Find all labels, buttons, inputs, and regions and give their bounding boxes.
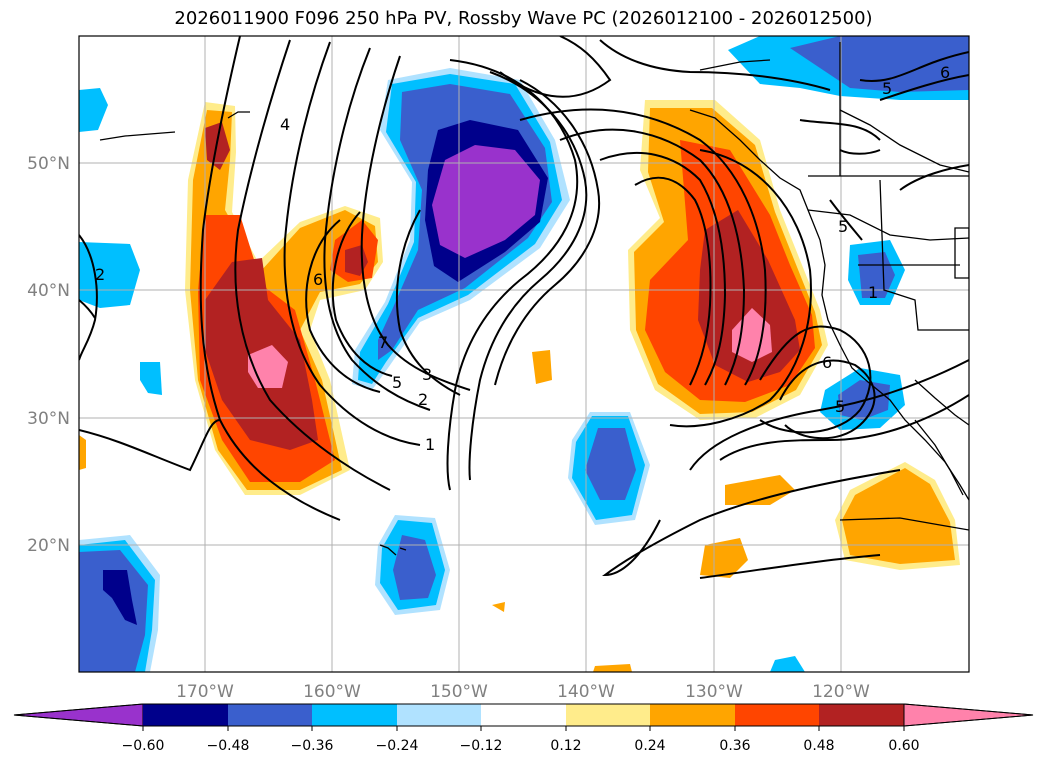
fill-west-firebrick3 xyxy=(205,122,230,170)
fill-bottom-orange xyxy=(593,664,632,672)
colorbar-tick-marks xyxy=(142,726,905,731)
lat-label-40n: 40°N xyxy=(27,281,70,301)
chart-title: 2026011900 F096 250 hPa PV, Rossby Wave … xyxy=(174,8,873,29)
colorbar-tick-label: 0.36 xyxy=(719,738,750,754)
contour-label: 5 xyxy=(835,397,845,416)
contour-label: 5 xyxy=(392,373,402,392)
colorbar: −0.60 −0.48 −0.36 −0.24 −0.12 0.12 0.24 … xyxy=(13,703,1034,754)
pv-anomaly-fills xyxy=(79,36,969,672)
colorbar-segment xyxy=(481,704,566,726)
lon-label-160w: 160°W xyxy=(303,682,361,702)
lon-label-120w: 120°W xyxy=(812,682,870,702)
lat-label-30n: 30°N xyxy=(27,409,70,429)
contour-label: 4 xyxy=(280,115,290,134)
colorbar-segment xyxy=(819,704,904,726)
fill-small-orange xyxy=(700,538,748,578)
colorbar-segment xyxy=(397,704,481,726)
pv-contours xyxy=(79,36,969,579)
colorbar-tick-label: 0.24 xyxy=(634,738,665,754)
contour-label: 5 xyxy=(882,79,892,98)
colorbar-segment xyxy=(735,704,819,726)
longitude-labels: 170°W 160°W 150°W 140°W 130°W 120°W xyxy=(176,682,870,702)
fill-hawaii-royal xyxy=(393,535,436,600)
fill-small-sky xyxy=(140,362,162,395)
contour-labels: 4 2 6 7 5 3 2 1 1 6 5 5 6 5 xyxy=(95,63,950,454)
colorbar-arrow-right xyxy=(903,703,1034,727)
colorbar-tick-label: 0.48 xyxy=(803,738,834,754)
lon-label-170w: 170°W xyxy=(176,682,234,702)
contour-label: 7 xyxy=(378,333,388,352)
fill-w-sky xyxy=(79,242,140,308)
fill-nw-sky xyxy=(79,88,108,132)
contour-label: 6 xyxy=(313,270,323,289)
contour-label: 1 xyxy=(425,435,435,454)
colorbar-tick-label: −0.60 xyxy=(122,738,165,754)
colorbar-segment xyxy=(228,704,312,726)
contour-label: 2 xyxy=(95,265,105,284)
fill-coast-royal xyxy=(858,252,895,298)
latitude-labels: 50°N 40°N 30°N 20°N xyxy=(27,154,70,556)
lat-label-20n: 20°N xyxy=(27,536,70,556)
colorbar-tick-label: 0.12 xyxy=(550,738,581,754)
fill-bottom-sky xyxy=(770,656,805,672)
fill-mid-orange xyxy=(725,475,795,505)
map-frame xyxy=(78,35,970,673)
colorbar-segment xyxy=(650,704,735,726)
contour-label: 1 xyxy=(868,283,878,302)
colorbar-tick-label: −0.36 xyxy=(291,738,334,754)
lat-label-50n: 50°N xyxy=(27,154,70,174)
gridlines xyxy=(79,36,969,672)
colorbar-segment xyxy=(566,704,650,726)
fill-left-orange xyxy=(79,435,86,470)
fill-tiny-orange xyxy=(492,602,505,612)
colorbar-tick-label: −0.48 xyxy=(207,738,250,754)
lon-label-130w: 130°W xyxy=(685,682,743,702)
lon-label-140w: 140°W xyxy=(557,682,615,702)
coastlines xyxy=(99,42,969,556)
contour-label: 2 xyxy=(418,390,428,409)
contour-label: 6 xyxy=(940,63,950,82)
fill-sw-navy xyxy=(103,570,137,625)
fill-dot-orange xyxy=(532,350,552,384)
colorbar-segment xyxy=(312,704,397,726)
lon-label-150w: 150°W xyxy=(430,682,488,702)
fill-baja-orange xyxy=(842,468,955,564)
fill-mid-royal xyxy=(585,428,636,500)
contour-label: 5 xyxy=(838,217,848,236)
colorbar-tick-label: 0.60 xyxy=(888,738,919,754)
colorbar-tick-label: −0.12 xyxy=(460,738,503,754)
contour-label: 3 xyxy=(422,365,432,384)
colorbar-segment xyxy=(143,704,228,726)
colorbar-tick-label: −0.24 xyxy=(376,738,419,754)
contour-label: 6 xyxy=(822,353,832,372)
colorbar-arrow-left xyxy=(13,703,144,727)
fill-sw-royal xyxy=(79,550,148,672)
fill-ne-royal xyxy=(790,36,969,92)
